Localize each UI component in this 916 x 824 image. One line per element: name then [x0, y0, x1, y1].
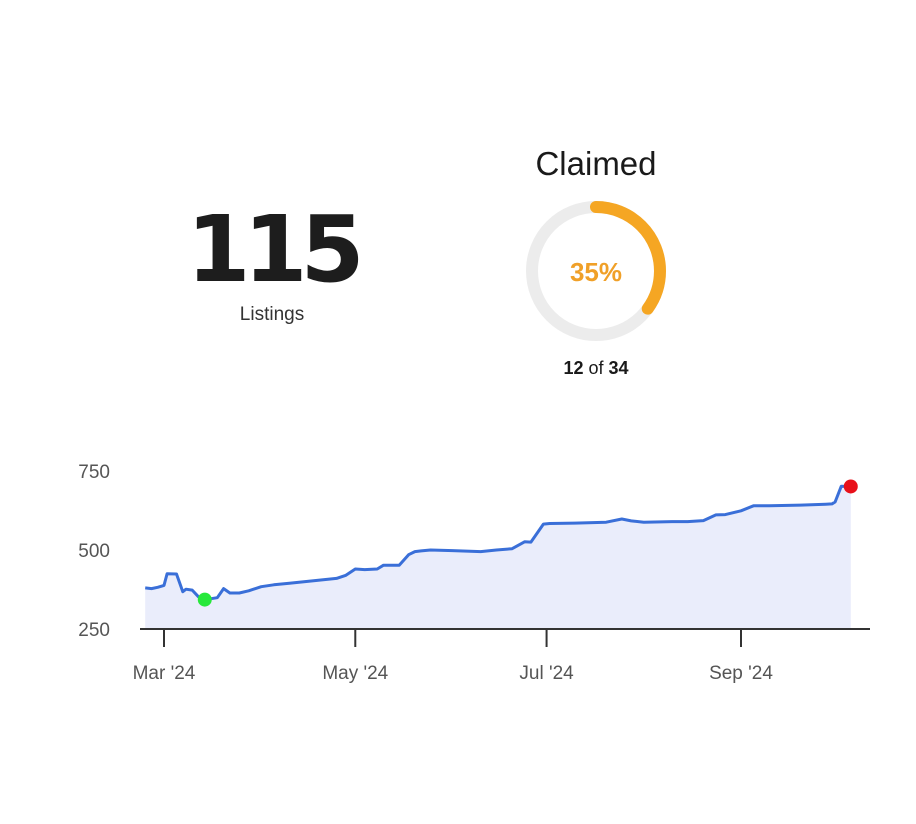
y-axis-ticks: 250 500 750	[78, 462, 110, 641]
claimed-progress-ring: 35%	[526, 201, 666, 341]
x-tick-label: May '24	[322, 663, 388, 684]
min-point-marker	[197, 592, 212, 607]
y-tick-label: 500	[78, 541, 110, 562]
listings-history-chart: 250 500 750 Mar '24 May '24 Jul '24 Sep '24	[78, 462, 870, 684]
x-tick-label: Jul '24	[519, 663, 574, 684]
max-point-marker	[843, 479, 858, 494]
claimed-stat: Claimed 35% 12 of 34	[496, 140, 696, 379]
claimed-title: Claimed	[535, 145, 657, 182]
y-tick-label: 750	[78, 462, 110, 483]
claimed-caption: 12 of 34	[496, 358, 696, 379]
listings-count: 115	[186, 196, 364, 303]
y-tick-label: 250	[78, 620, 110, 641]
claimed-ring-progress	[526, 201, 666, 341]
x-tick-label: Mar '24	[133, 663, 196, 684]
claimed-of: of	[588, 358, 604, 378]
claimed-count: 12	[563, 358, 584, 378]
listings-label: Listings	[239, 304, 305, 325]
x-axis-ticks: Mar '24 May '24 Jul '24 Sep '24	[133, 629, 773, 684]
x-tick-label: Sep '24	[709, 663, 773, 684]
claimed-percent: 35%	[570, 257, 622, 287]
claimed-total: 34	[608, 358, 629, 378]
listings-stat: 115 Listings	[170, 200, 374, 326]
